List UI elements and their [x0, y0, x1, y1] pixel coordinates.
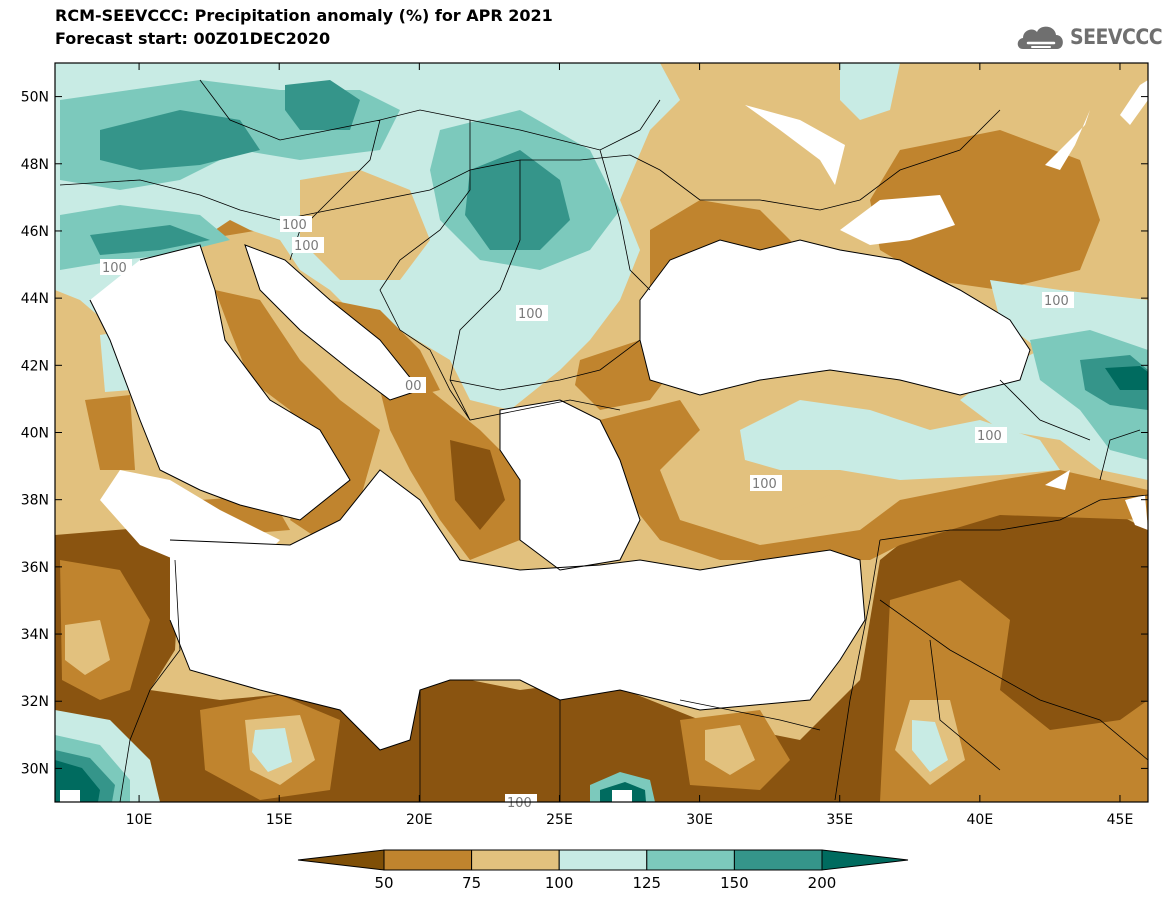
contour-label: 100 [977, 429, 1002, 444]
colorbar-swatch [558, 849, 648, 871]
coastline-med [89, 244, 866, 751]
contour-label-bg [750, 475, 782, 491]
coastline-aegean [499, 399, 641, 571]
field-po-wet-strong [90, 225, 210, 255]
contour-label: 100 [102, 261, 127, 276]
colorbar-level-label: 200 [808, 874, 837, 892]
contour-label: 00 [405, 379, 422, 394]
coastline-black-sea [639, 239, 1031, 396]
field-anatolia-wet-light [740, 400, 1060, 480]
logo-text: SEEVCCC [1070, 25, 1163, 49]
x-tick-label: 30E [686, 812, 713, 828]
nodata-russia-2 [1120, 80, 1148, 125]
contour-label: 100 [282, 218, 307, 233]
contour-label-bg [404, 377, 426, 393]
nodata-iraq [1125, 495, 1148, 530]
colorbar-swatch [383, 849, 473, 871]
sea-black [640, 240, 1030, 395]
colorbar-level-label: 125 [632, 874, 661, 892]
field-belarus-wet [840, 63, 900, 120]
colorbar-swatch [733, 849, 823, 871]
x-tick-label: 45E [1107, 812, 1134, 828]
nodata-sahara-1 [60, 790, 80, 802]
contour-label: 100 [507, 796, 532, 811]
colorbar-level-label: 75 [462, 874, 481, 892]
field-germany-wet-strong [100, 110, 260, 170]
colorbar-level-label: 50 [374, 874, 393, 892]
x-tick-label: 40E [967, 812, 994, 828]
x-tick-label: 20E [406, 812, 433, 828]
y-tick-label: 38N [21, 493, 49, 509]
y-tick-label: 46N [21, 224, 49, 240]
colorbar-under-triangle [297, 849, 385, 871]
y-tick-label: 48N [21, 157, 49, 173]
x-axis: 10E 15E 20E 25E 30E 35E 40E 45E [126, 63, 1134, 828]
y-tick-label: 40N [21, 426, 49, 442]
y-tick-label: 36N [21, 560, 49, 576]
y-tick-label: 30N [21, 761, 49, 777]
map-field [55, 63, 1148, 802]
contour-label-bg [516, 305, 548, 321]
y-tick-label: 34N [21, 627, 49, 643]
x-tick-label: 35E [826, 812, 853, 828]
y-tick-label: 42N [21, 358, 49, 374]
y-tick-label: 32N [21, 694, 49, 710]
nodata-belarus [745, 105, 845, 185]
x-tick-label: 15E [266, 812, 293, 828]
field-hungary-wet-strong [465, 150, 570, 250]
coastline-adriatic [244, 244, 421, 401]
colorbar: 50 75 100 125 150 200 [297, 849, 909, 892]
sea-azov [840, 195, 955, 245]
field-caucasus-wet-extreme [1105, 366, 1148, 390]
field-sardinia-dry [85, 395, 135, 470]
field-jordan-wet [912, 720, 948, 772]
x-tick-label: 25E [546, 812, 573, 828]
country-borders [59, 79, 1148, 802]
contour-label-bg [975, 427, 1007, 443]
chart-title: RCM-SEEVCCC: Precipitation anomaly (%) f… [55, 6, 553, 25]
sea-mediterranean [90, 245, 865, 750]
contour-label: 100 [752, 477, 777, 492]
contour-label-bg [100, 259, 132, 275]
y-axis: 50N 48N 46N 44N 42N 40N 38N 36N 34N 32N 30N [21, 90, 1148, 777]
y-tick-label: 44N [21, 291, 49, 307]
field-tunisia-light-patch [65, 620, 110, 675]
seevccc-logo: SEEVCCC [1015, 18, 1163, 60]
contour-label-bg [1042, 292, 1074, 308]
sea-aegean [500, 400, 640, 570]
field-ukraine-wet [560, 63, 680, 130]
colorbar-level-label: 100 [545, 874, 574, 892]
contour-labels: 100 100 100 100 00 100 100 100 100 [100, 216, 1074, 811]
colorbar-swatch [646, 849, 735, 871]
contour-label: 100 [1044, 294, 1069, 309]
colorbar-swatch [471, 849, 560, 871]
field-greece-strong-dry [450, 440, 505, 530]
contour-label: 100 [294, 239, 319, 254]
contour-label-bg [292, 237, 324, 253]
sea-adriatic [245, 245, 420, 400]
nodata-sahara-2 [612, 790, 632, 802]
field-germany-wet-strong-2 [285, 80, 360, 130]
colorbar-level-label: 150 [720, 874, 749, 892]
contour-label-bg [280, 216, 312, 232]
contour-label-bg [505, 794, 537, 802]
nodata-turkey [1045, 470, 1070, 490]
cloud-icon [1017, 26, 1063, 49]
x-tick-label: 10E [126, 812, 153, 828]
forecast-start-subtitle: Forecast start: 00Z01DEC2020 [55, 29, 331, 48]
field-turkey-dry [600, 400, 1148, 560]
y-tick-label: 50N [21, 90, 49, 106]
field-libya-wet [252, 728, 292, 772]
field-russia-dry [870, 130, 1100, 290]
coastlines [89, 239, 1031, 751]
contour-label: 100 [518, 307, 543, 322]
border-lines [59, 79, 1148, 802]
nodata-russia [1045, 110, 1090, 170]
field-egypt-light-patch [705, 725, 755, 775]
colorbar-over-triangle [821, 849, 909, 871]
